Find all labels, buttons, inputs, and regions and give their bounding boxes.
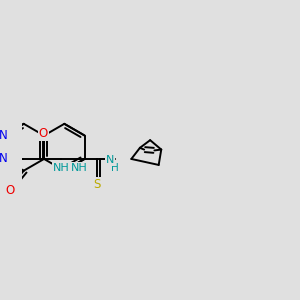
Text: S: S xyxy=(93,178,100,191)
Text: N: N xyxy=(106,155,114,165)
Text: N: N xyxy=(0,129,8,142)
Text: O: O xyxy=(5,184,15,197)
Text: H: H xyxy=(111,163,119,173)
Text: O: O xyxy=(38,127,48,140)
Text: NH: NH xyxy=(70,163,87,173)
Text: NH: NH xyxy=(53,163,69,173)
Text: N: N xyxy=(0,152,8,166)
